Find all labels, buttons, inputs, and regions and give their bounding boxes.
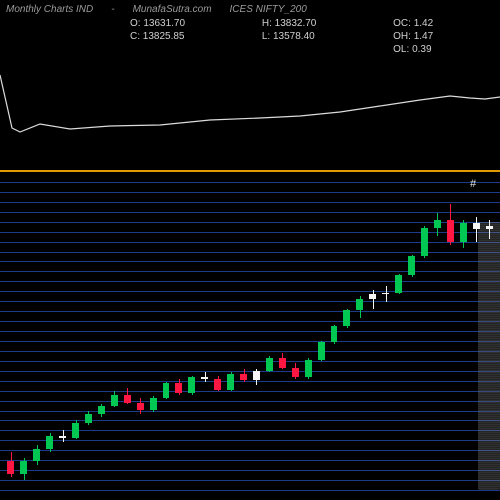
candle xyxy=(303,172,313,490)
candle xyxy=(407,172,417,490)
candle xyxy=(277,172,287,490)
candle xyxy=(368,172,378,490)
line-chart xyxy=(0,0,500,170)
candle xyxy=(290,172,300,490)
candle xyxy=(187,172,197,490)
candle xyxy=(161,172,171,490)
candle xyxy=(45,172,55,490)
candle xyxy=(84,172,94,490)
candle xyxy=(316,172,326,490)
candle xyxy=(174,172,184,490)
candle xyxy=(342,172,352,490)
candle xyxy=(471,172,481,490)
candle xyxy=(19,172,29,490)
candle xyxy=(135,172,145,490)
candle xyxy=(458,172,468,490)
candlestick-chart xyxy=(0,172,500,500)
candle xyxy=(200,172,210,490)
candle xyxy=(484,172,494,490)
candle xyxy=(252,172,262,490)
candle xyxy=(420,172,430,490)
candle xyxy=(329,172,339,490)
candle xyxy=(239,172,249,490)
candle xyxy=(381,172,391,490)
candle xyxy=(58,172,68,490)
upper-panel: Monthly Charts IND - MunafaSutra.com ICE… xyxy=(0,0,500,170)
candle xyxy=(432,172,442,490)
candle xyxy=(32,172,42,490)
candle xyxy=(122,172,132,490)
candle xyxy=(96,172,106,490)
candle xyxy=(71,172,81,490)
candle xyxy=(264,172,274,490)
candle xyxy=(394,172,404,490)
candle xyxy=(6,172,16,490)
candle xyxy=(109,172,119,490)
candle xyxy=(213,172,223,490)
candle xyxy=(226,172,236,490)
candle xyxy=(148,172,158,490)
candle xyxy=(355,172,365,490)
candle xyxy=(445,172,455,490)
lower-panel: # xyxy=(0,172,500,500)
